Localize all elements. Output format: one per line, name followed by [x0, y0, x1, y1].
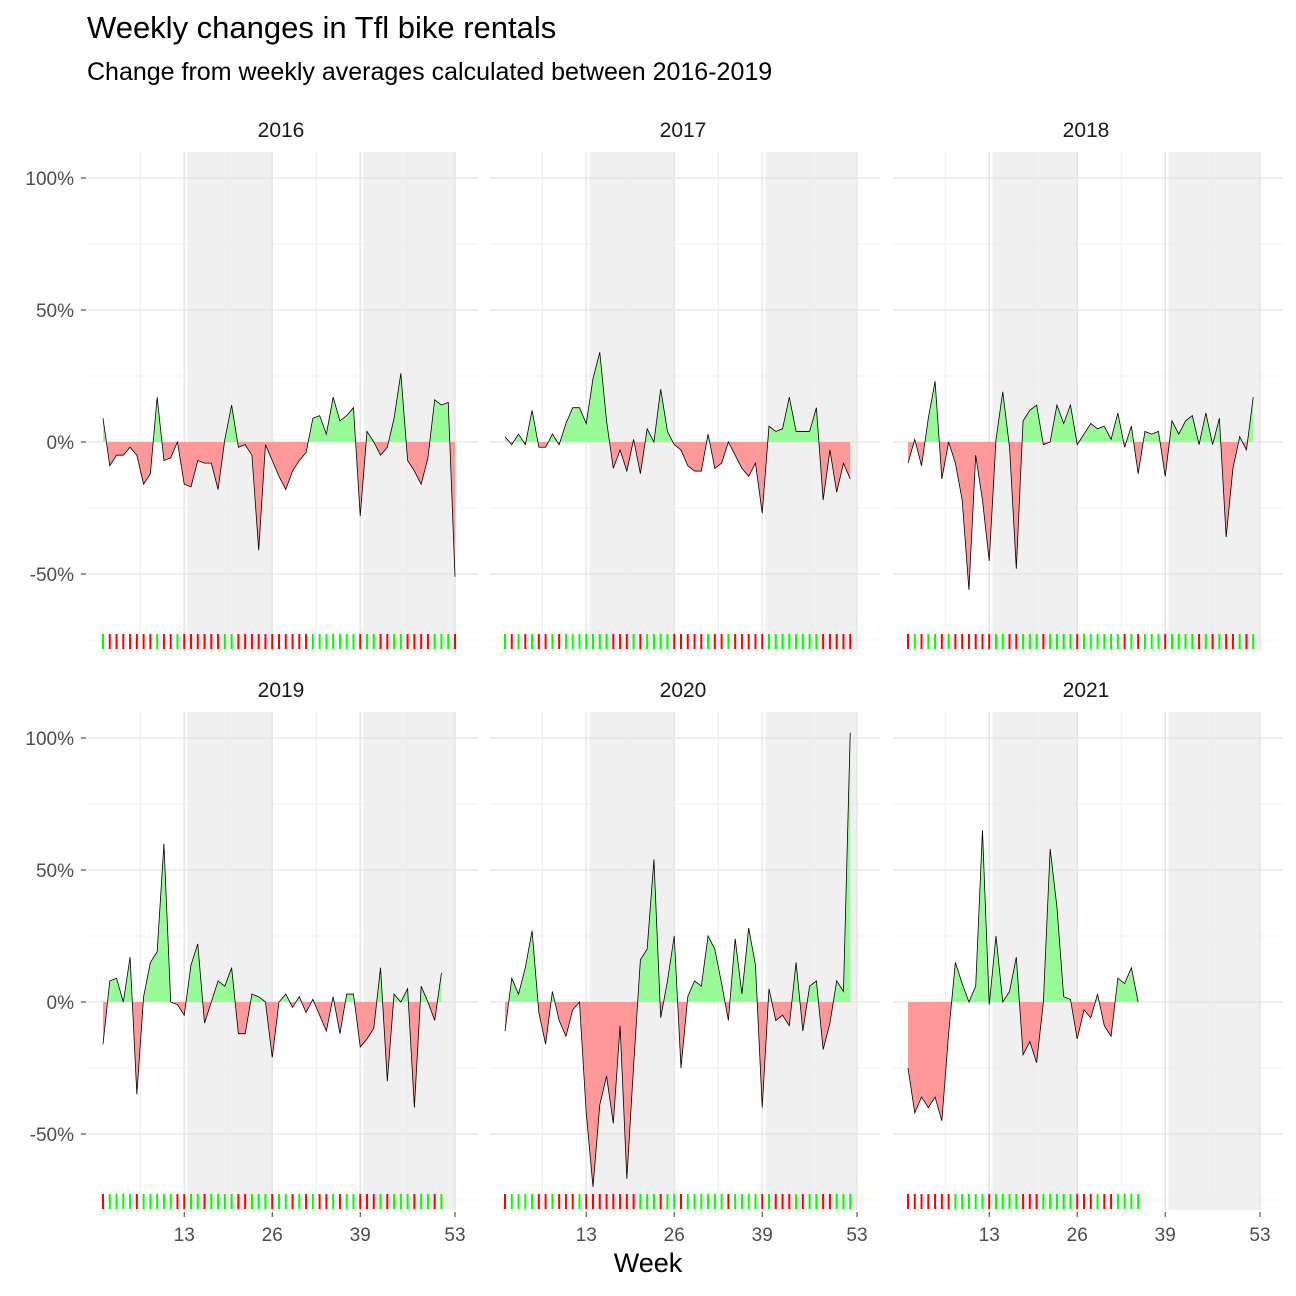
panel-strip-label: 2017 — [660, 119, 707, 142]
panel-2021: 2021 13 26 39 53 — [893, 679, 1283, 1246]
shaded-band — [992, 152, 1078, 650]
x-tick-label: 13 — [174, 1225, 195, 1246]
gridlines — [893, 712, 1283, 1210]
x-tick-label: 53 — [1249, 1225, 1270, 1246]
shaded-band — [765, 712, 857, 1210]
x-tick-label: 13 — [979, 1225, 1000, 1246]
x-tick-label: 26 — [664, 1225, 685, 1246]
y-tick-label: 50% — [36, 861, 74, 882]
rug — [102, 634, 456, 649]
y-tick-label: 0% — [47, 433, 75, 454]
series-line — [102, 843, 442, 1108]
panel-2019: 2019 -50% 0% 50% 100% 13 26 39 53 — [25, 679, 478, 1246]
negative-area — [908, 1002, 1116, 1121]
y-tick-label: -50% — [30, 1125, 74, 1146]
chart-title: Weekly changes in Tfl bike rentals — [87, 10, 557, 45]
rug — [907, 634, 1255, 649]
y-tick-label: -50% — [30, 565, 74, 586]
x-tick-label: 53 — [846, 1225, 867, 1246]
chart-subtitle: Change from weekly averages calculated b… — [87, 58, 773, 86]
rug — [102, 1194, 443, 1209]
x-tick-label: 39 — [1155, 1225, 1176, 1246]
panel-2016: 2016 -50% 0% 50% 100% — [25, 119, 478, 650]
series-line — [102, 373, 456, 577]
y-tick-label: 100% — [25, 729, 74, 750]
rug — [907, 1194, 1140, 1209]
shaded-band — [589, 712, 675, 1210]
panel-2017: 2017 — [490, 119, 880, 650]
shaded-band — [1168, 152, 1260, 650]
rug — [504, 634, 852, 649]
series-line — [504, 732, 851, 1187]
panel-strip-label: 2020 — [660, 679, 707, 702]
shaded-band — [363, 712, 455, 1210]
shaded-band — [187, 712, 273, 1210]
negative-area — [505, 1002, 834, 1187]
series-line — [907, 830, 1139, 1121]
x-tick-label: 26 — [1067, 1225, 1088, 1246]
shaded-band — [363, 152, 455, 650]
y-tick-label: 100% — [25, 169, 74, 190]
x-tick-label: 39 — [350, 1225, 371, 1246]
x-tick-label: 13 — [576, 1225, 597, 1246]
shaded-band — [187, 152, 273, 650]
negative-area — [103, 1002, 438, 1108]
panel-strip-label: 2016 — [258, 119, 305, 142]
positive-area — [914, 381, 1254, 442]
x-tick-label: 26 — [262, 1225, 283, 1246]
panel-2018: 2018 — [893, 119, 1283, 650]
series-line — [907, 381, 1254, 590]
x-axis-label: Week — [613, 1248, 683, 1278]
shaded-band — [765, 152, 857, 650]
panel-strip-label: 2019 — [258, 679, 305, 702]
rug — [504, 1194, 852, 1209]
shaded-band — [992, 712, 1078, 1210]
series-line — [504, 352, 851, 514]
negative-area — [509, 442, 851, 514]
panel-strip-label: 2018 — [1063, 119, 1110, 142]
panel-strip-label: 2021 — [1063, 679, 1110, 702]
negative-area — [908, 442, 1248, 590]
x-tick-label: 53 — [444, 1225, 465, 1246]
x-tick-label: 39 — [752, 1225, 773, 1246]
panel-2020: 2020 13 26 39 53 — [490, 679, 880, 1246]
y-tick-label: 0% — [47, 993, 75, 1014]
gridlines — [490, 152, 880, 650]
shaded-band — [1168, 712, 1260, 1210]
y-tick-label: 50% — [36, 301, 74, 322]
